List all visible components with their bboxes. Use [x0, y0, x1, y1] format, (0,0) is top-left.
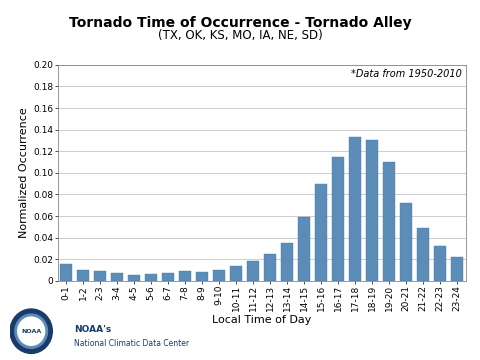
Circle shape — [15, 314, 48, 348]
Bar — [230, 266, 242, 281]
Text: *Data from 1950-2010: *Data from 1950-2010 — [351, 69, 461, 79]
Bar — [145, 274, 157, 281]
Bar — [60, 264, 72, 281]
X-axis label: Local Time of Day: Local Time of Day — [212, 315, 312, 325]
Text: NOAA: NOAA — [21, 329, 41, 334]
Bar — [162, 273, 174, 281]
Bar — [383, 162, 396, 281]
Text: National Climatic Data Center: National Climatic Data Center — [74, 339, 190, 348]
Circle shape — [10, 309, 52, 354]
Bar — [315, 184, 327, 281]
Bar — [298, 217, 311, 281]
Bar — [264, 254, 276, 281]
Text: NOAA's: NOAA's — [74, 325, 112, 334]
Text: (TX, OK, KS, MO, IA, NE, SD): (TX, OK, KS, MO, IA, NE, SD) — [157, 29, 323, 42]
Bar — [417, 228, 430, 281]
Bar — [332, 157, 345, 281]
Bar — [77, 270, 89, 281]
Bar — [111, 273, 123, 281]
Bar — [349, 137, 361, 281]
Bar — [451, 257, 464, 281]
Circle shape — [18, 317, 45, 345]
Bar — [128, 275, 141, 281]
Text: Tornado Time of Occurrence - Tornado Alley: Tornado Time of Occurrence - Tornado All… — [69, 16, 411, 30]
Bar — [434, 246, 446, 281]
Bar — [281, 243, 293, 281]
Bar — [247, 261, 260, 281]
Bar — [94, 271, 107, 281]
Bar — [196, 272, 208, 281]
Bar — [213, 270, 226, 281]
Bar — [179, 271, 192, 281]
Bar — [366, 140, 378, 281]
Y-axis label: Normalized Occurrence: Normalized Occurrence — [19, 107, 29, 238]
Bar — [400, 203, 412, 281]
